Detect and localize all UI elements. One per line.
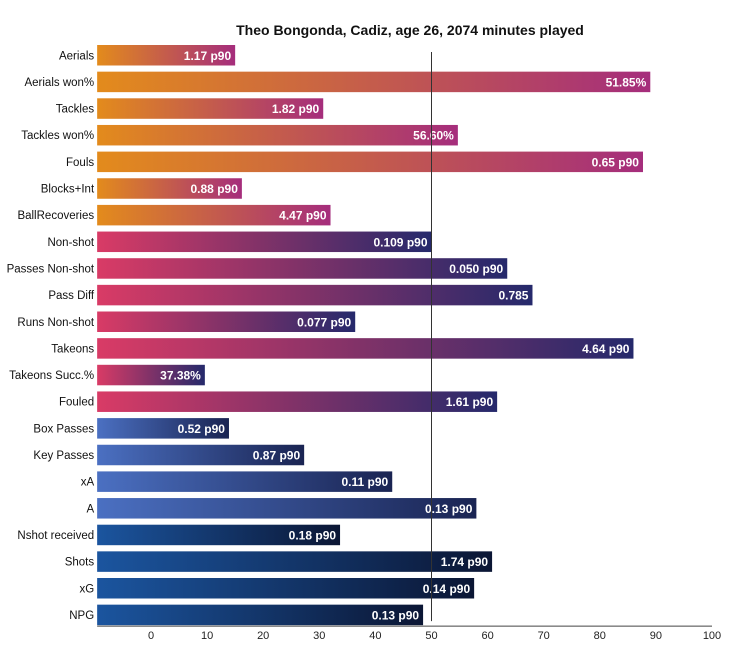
category-label: Takeons Succ.%: [9, 370, 94, 382]
value-label: 0.13 p90: [372, 608, 420, 622]
category-label: BallRecoveries: [17, 210, 94, 222]
category-label: Aerials: [59, 50, 94, 62]
value-label: 56.60%: [413, 129, 454, 143]
bar: [97, 524, 341, 546]
category-label: Shots: [65, 557, 95, 569]
value-label: 1.17 p90: [184, 49, 232, 63]
value-label: 0.88 p90: [191, 182, 239, 196]
category-label: Aerials won%: [24, 77, 94, 89]
category-label: Fouls: [66, 157, 94, 169]
category-label: Key Passes: [33, 450, 94, 462]
bar: [97, 98, 324, 119]
category-label: Pass Diff: [48, 290, 95, 302]
bar: [97, 391, 498, 412]
bar: [97, 151, 643, 173]
category-label: Runs Non-shot: [17, 317, 95, 329]
category-label: Non-shot: [47, 237, 94, 249]
bar: [97, 498, 477, 519]
value-label: 0.65 p90: [592, 155, 640, 169]
value-label: 0.52 p90: [178, 422, 226, 436]
value-label: 4.47 p90: [279, 209, 327, 223]
x-tick-label: 80: [594, 630, 606, 642]
bar: [97, 578, 475, 599]
value-label: 37.38%: [160, 369, 201, 383]
x-tick-label: 50: [425, 630, 437, 642]
value-label: 0.87 p90: [253, 449, 301, 463]
category-label: Fouled: [59, 397, 94, 409]
bar: [97, 471, 393, 492]
x-tick-label: 30: [313, 630, 325, 642]
bar: [97, 204, 331, 226]
category-label: Tackles won%: [21, 130, 94, 142]
bar: [97, 551, 493, 572]
bar: [97, 604, 424, 626]
value-label: 0.13 p90: [425, 502, 473, 516]
value-label: 0.077 p90: [297, 315, 351, 329]
category-label: Passes Non-shot: [7, 263, 95, 275]
category-label: Tackles: [56, 104, 95, 116]
value-label: 4.64 p90: [582, 342, 630, 356]
x-tick-label: 40: [369, 630, 381, 642]
bars-layer: Aerials 1.17 p90 Aerials won% 51.85% Tackles…: [7, 45, 651, 626]
chart-title: Theo Bongonda, Cadiz, age 26, 2074 minut…: [236, 22, 584, 38]
x-tick-label: 90: [650, 630, 662, 642]
category-label: NPG: [69, 610, 94, 622]
bar: [97, 124, 458, 146]
category-label: Nshot received: [17, 530, 94, 542]
x-tick-label: 60: [481, 630, 493, 642]
bar: [97, 178, 242, 199]
category-label: A: [86, 503, 94, 515]
bar: [97, 45, 236, 66]
value-label: 0.109 p90: [373, 235, 427, 249]
x-tick-label: 100: [703, 630, 721, 642]
bar: [97, 231, 432, 253]
bar: [97, 338, 634, 359]
bar: [97, 71, 651, 93]
x-axis: 0 10 20 30 40 50 60 70 80 90 100: [97, 625, 721, 642]
x-tick-label: 10: [201, 630, 213, 642]
value-label: 0.14 p90: [423, 582, 471, 596]
bar: [97, 364, 205, 386]
value-label: 0.050 p90: [449, 262, 503, 276]
bar: [97, 284, 533, 306]
value-label: 0.18 p90: [289, 528, 337, 542]
value-label: 1.61 p90: [446, 395, 494, 409]
value-label: 0.11 p90: [342, 475, 389, 489]
value-label: 1.82 p90: [272, 102, 320, 116]
category-label: Blocks+Int: [41, 184, 95, 196]
bar: [97, 444, 305, 466]
value-label: 1.74 p90: [441, 555, 489, 569]
x-tick-label: 0: [148, 630, 154, 642]
category-label: Box Passes: [33, 423, 94, 435]
value-label: 51.85%: [606, 75, 647, 89]
bar: [97, 418, 229, 439]
bar: [97, 311, 356, 332]
value-label: 0.785: [498, 289, 528, 303]
category-label: Takeons: [51, 343, 94, 355]
x-tick-label: 70: [538, 630, 550, 642]
category-label: xG: [79, 583, 94, 595]
bar: [97, 258, 508, 279]
x-tick-label: 20: [257, 630, 269, 642]
category-label: xA: [81, 477, 95, 489]
